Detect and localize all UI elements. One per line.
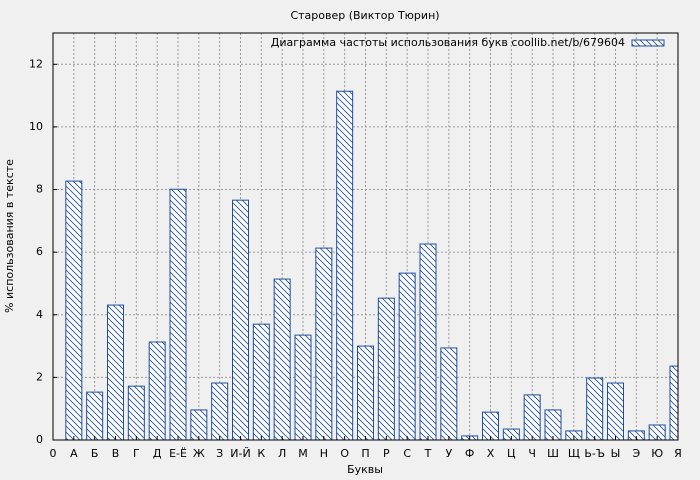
y-tick-label: 10 bbox=[29, 120, 43, 133]
bar bbox=[565, 430, 583, 440]
bar bbox=[65, 180, 83, 440]
x-tick-label: Г bbox=[133, 447, 140, 460]
x-tick-label: Ш bbox=[547, 447, 559, 460]
legend-label: Диаграмма частоты использования букв coo… bbox=[271, 36, 625, 49]
chart-title: Старовер (Виктор Тюрин) bbox=[290, 9, 439, 22]
y-tick-label: 8 bbox=[36, 183, 43, 196]
x-tick-label: А bbox=[70, 447, 78, 460]
x-tick-label: О bbox=[340, 447, 349, 460]
bar bbox=[482, 411, 499, 440]
bar bbox=[190, 409, 208, 440]
x-tick-label: Д bbox=[153, 447, 162, 460]
bar bbox=[357, 345, 374, 440]
x-tick-label: М bbox=[298, 447, 308, 460]
x-tick-label: Щ bbox=[568, 447, 580, 460]
bar bbox=[544, 409, 562, 440]
x-tick-label: Ь-Ъ bbox=[584, 447, 605, 460]
x-tick-label: И-Й bbox=[230, 447, 250, 460]
x-tick-label: Х bbox=[487, 447, 495, 460]
bar bbox=[148, 341, 166, 440]
x-tick-label: П bbox=[361, 447, 369, 460]
x-tick-label: Э bbox=[632, 447, 640, 460]
x-tick-label: Ч bbox=[528, 447, 536, 460]
bars bbox=[65, 90, 678, 440]
y-tick-label: 2 bbox=[36, 370, 43, 383]
x-tick-label: 0 bbox=[50, 447, 57, 460]
bar bbox=[398, 272, 416, 440]
bar bbox=[232, 199, 249, 440]
bar bbox=[440, 347, 458, 440]
bar bbox=[86, 391, 104, 440]
bar bbox=[294, 334, 312, 440]
bar bbox=[169, 188, 187, 440]
x-tick-label: Ю bbox=[651, 447, 663, 460]
bar bbox=[586, 377, 604, 440]
legend: Диаграмма частоты использования букв coo… bbox=[271, 36, 665, 49]
x-tick-label: К bbox=[257, 447, 265, 460]
x-tick-label: Л bbox=[278, 447, 286, 460]
x-tick-label: Б bbox=[91, 447, 99, 460]
x-tick-label: С bbox=[403, 447, 411, 460]
x-tick-label: Ы bbox=[611, 447, 621, 460]
bar bbox=[523, 394, 541, 440]
x-tick-label: Ф bbox=[465, 447, 474, 460]
bar bbox=[211, 382, 229, 440]
bar bbox=[607, 382, 624, 440]
bar bbox=[252, 323, 270, 440]
x-tick-label: У bbox=[445, 447, 452, 460]
bar bbox=[419, 243, 437, 440]
bar bbox=[336, 90, 354, 440]
bar bbox=[315, 247, 333, 440]
x-tick-label: В bbox=[112, 447, 120, 460]
x-tick-label: Т bbox=[424, 447, 432, 460]
x-tick-label: Н bbox=[320, 447, 328, 460]
y-axis-label: % использования в тексте bbox=[3, 159, 16, 313]
x-tick-label: Е-Ё bbox=[169, 447, 187, 460]
bar bbox=[648, 424, 666, 440]
x-tick-label: Ж bbox=[193, 447, 205, 460]
bar bbox=[107, 304, 124, 440]
bar bbox=[127, 385, 145, 440]
bar bbox=[669, 365, 678, 440]
y-tick-label: 4 bbox=[36, 308, 43, 321]
x-tick-label: Я bbox=[674, 447, 682, 460]
x-tick-label: Ц bbox=[507, 447, 516, 460]
x-axis-label: Буквы bbox=[347, 463, 383, 476]
x-tick-label: З bbox=[216, 447, 223, 460]
legend-swatch bbox=[631, 39, 665, 47]
bar bbox=[377, 297, 395, 440]
bar bbox=[627, 430, 645, 440]
y-tick-label: 0 bbox=[36, 433, 43, 446]
bar bbox=[273, 278, 291, 440]
y-tick-label: 6 bbox=[36, 245, 43, 258]
y-tick-label: 12 bbox=[29, 57, 43, 70]
x-tick-label: Р bbox=[383, 447, 390, 460]
